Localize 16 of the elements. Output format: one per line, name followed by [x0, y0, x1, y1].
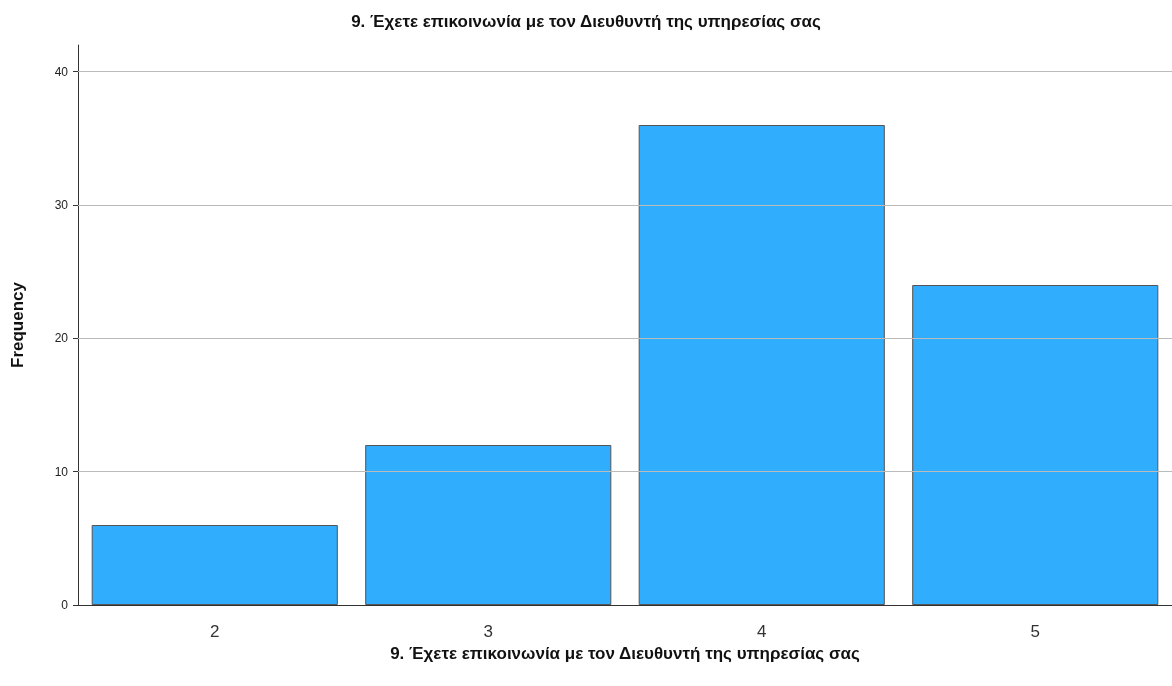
y-tick-label: 20 — [54, 331, 69, 346]
chart-title: 9. Έχετε επικοινωνία με τον Διευθυντή της υπηρεσίας σας — [351, 12, 822, 31]
y-axis-title: Frequency — [8, 281, 27, 368]
bar — [91, 525, 338, 605]
y-tick-label: 10 — [54, 464, 69, 479]
y-tick-label: 0 — [61, 598, 69, 612]
x-tick-label: 4 — [757, 622, 767, 641]
x-tick-label: 2 — [210, 622, 220, 641]
bar — [365, 445, 612, 605]
bar — [638, 125, 885, 605]
x-tick-label: 5 — [1030, 622, 1040, 641]
bar — [912, 285, 1159, 605]
y-tick-label: 40 — [54, 64, 69, 79]
x-tick-label: 3 — [483, 622, 493, 641]
x-axis-title: 9. Έχετε επικοινωνία με τον Διευθυντή της υπηρεσίας σας — [390, 644, 861, 663]
y-tick-label: 30 — [54, 198, 69, 212]
